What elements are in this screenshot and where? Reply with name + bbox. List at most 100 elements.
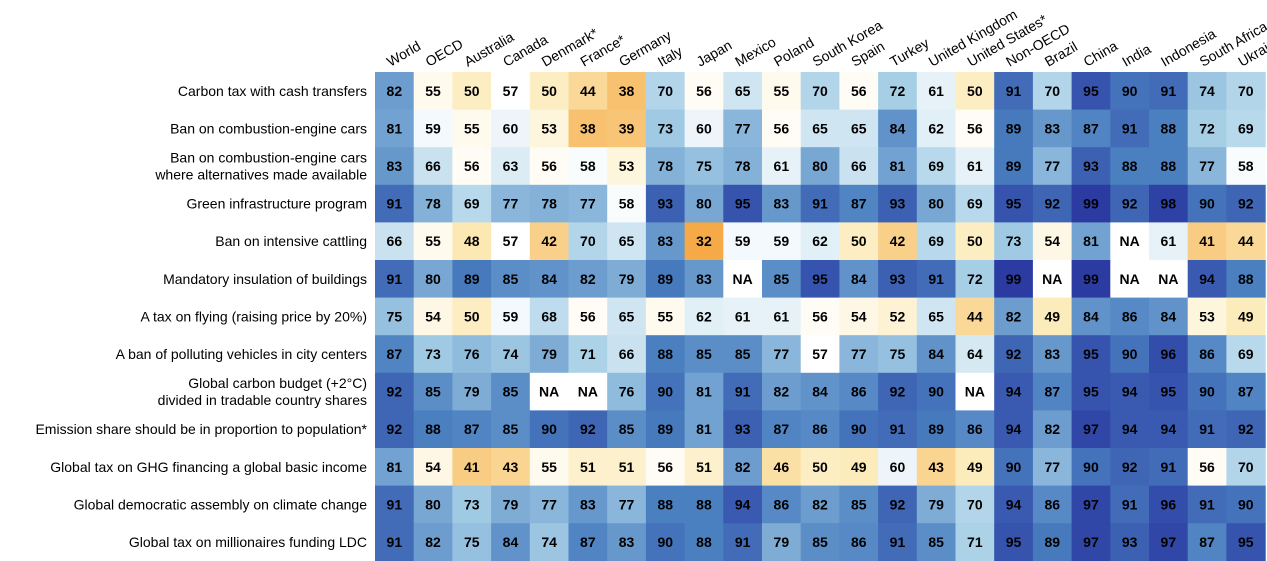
cell-value-label: 56 [580, 308, 596, 324]
heatmap-cell [800, 147, 840, 186]
cell-value-label: 92 [1122, 459, 1138, 475]
cell-value-label: 59 [425, 120, 441, 136]
column-label: Mexico [732, 33, 779, 69]
heatmap-cell [1187, 335, 1227, 374]
heatmap-cell [878, 523, 918, 561]
cell-value-label: 89 [1044, 534, 1060, 550]
heatmap-cell [1110, 109, 1150, 148]
heatmap-cell [529, 147, 570, 186]
heatmap-cell [723, 147, 763, 186]
cell-value-label: 43 [503, 459, 519, 475]
row-label: A ban of polluting vehicles in city cent… [116, 346, 367, 362]
heatmap-cell [413, 410, 453, 449]
cell-value-label: 73 [425, 346, 441, 362]
heatmap-cell [1071, 222, 1111, 261]
heatmap-cell [1032, 372, 1073, 411]
heatmap-cell [684, 147, 724, 186]
heatmap-cell [645, 260, 686, 299]
heatmap-cell [607, 222, 647, 261]
cell-value-label: 69 [967, 196, 983, 212]
heatmap-cell [916, 109, 957, 148]
heatmap-cell [413, 147, 453, 186]
heatmap-cell [607, 335, 647, 374]
heatmap-cell [568, 297, 608, 336]
cell-value-label: 92 [890, 496, 906, 512]
heatmap-cell [723, 184, 763, 223]
cell-value-label: 85 [851, 496, 867, 512]
cell-value-label: 52 [890, 308, 906, 324]
cell-value-label: 90 [1006, 459, 1022, 475]
cell-value-label: 81 [890, 158, 906, 174]
cell-value-label: 88 [1122, 158, 1138, 174]
heatmap-cell [1032, 109, 1073, 148]
cell-value-label: 97 [1083, 496, 1099, 512]
heatmap-cell [645, 109, 686, 148]
cell-value-label: 94 [1122, 384, 1138, 400]
cell-value-label: 69 [1238, 120, 1254, 136]
heatmap-cell [413, 72, 453, 111]
cell-value-label: 56 [967, 120, 983, 136]
heatmap-cell [413, 335, 453, 374]
heatmap-cell [684, 109, 724, 148]
cell-value-label: 50 [464, 308, 480, 324]
cell-value-label: 60 [503, 120, 519, 136]
heatmap-cell [800, 410, 840, 449]
cell-value-label: 83 [1044, 346, 1060, 362]
heatmap-cell [723, 410, 763, 449]
cell-value-label: 65 [812, 120, 828, 136]
heatmap-cell [1226, 410, 1266, 449]
heatmap-cell [1187, 222, 1227, 261]
heatmap-cell [762, 72, 802, 111]
heatmap-cell [916, 297, 957, 336]
row-label: Global carbon budget (+2°C) [188, 375, 367, 391]
row-label: Global tax on millionaires funding LDC [129, 534, 367, 550]
cell-value-label: 56 [541, 158, 557, 174]
cell-value-label: 87 [1044, 384, 1060, 400]
heatmap-cell [994, 448, 1034, 487]
heatmap-cell [684, 410, 724, 449]
heatmap-cell [568, 260, 608, 299]
heatmap-cell [1226, 485, 1266, 524]
cell-value-label: 65 [928, 308, 944, 324]
cell-value-label: 83 [619, 534, 635, 550]
cell-value-label: 83 [1044, 120, 1060, 136]
cell-value-label: 88 [425, 421, 441, 437]
heatmap-cell [452, 448, 492, 487]
cell-value-label: 80 [425, 496, 441, 512]
cell-value-label: 82 [735, 459, 751, 475]
heatmap-cell [1032, 410, 1073, 449]
cell-value-label: 79 [774, 534, 790, 550]
heatmap-cell [568, 372, 608, 411]
cell-value-label: 69 [1238, 346, 1254, 362]
cell-value-label: 89 [657, 421, 673, 437]
cell-value-label: 90 [541, 421, 557, 437]
heatmap-cell [375, 335, 415, 374]
cell-value-label: 59 [735, 233, 751, 249]
heatmap-cell [645, 297, 686, 336]
heatmap-cell [645, 222, 686, 261]
cell-value-label: 95 [1238, 534, 1254, 550]
heatmap-cell [916, 410, 957, 449]
cell-value-label: 81 [387, 459, 403, 475]
heatmap-cell [955, 184, 995, 223]
cell-value-label: 69 [464, 196, 480, 212]
cell-value-label: 46 [774, 459, 790, 475]
cell-value-label: 70 [1238, 83, 1254, 99]
heatmap-cell [878, 109, 918, 148]
heatmap-cell [762, 335, 802, 374]
cell-value-label: 97 [1161, 534, 1177, 550]
heatmap-cell [1032, 485, 1073, 524]
heatmap-cell [723, 335, 763, 374]
heatmap-cell [413, 523, 453, 561]
cell-value-label: 91 [1199, 421, 1215, 437]
cell-value-label: 86 [851, 384, 867, 400]
cell-value-label: 91 [812, 196, 828, 212]
cell-value-label: 90 [1238, 496, 1254, 512]
heatmap-cell [413, 448, 453, 487]
cell-value-label: 99 [1083, 271, 1099, 287]
cell-value-label: 90 [1199, 196, 1215, 212]
heatmap-cell [723, 372, 763, 411]
heatmap-cell [1071, 297, 1111, 336]
heatmap-cell [955, 523, 995, 561]
heatmap-cell [1187, 448, 1227, 487]
